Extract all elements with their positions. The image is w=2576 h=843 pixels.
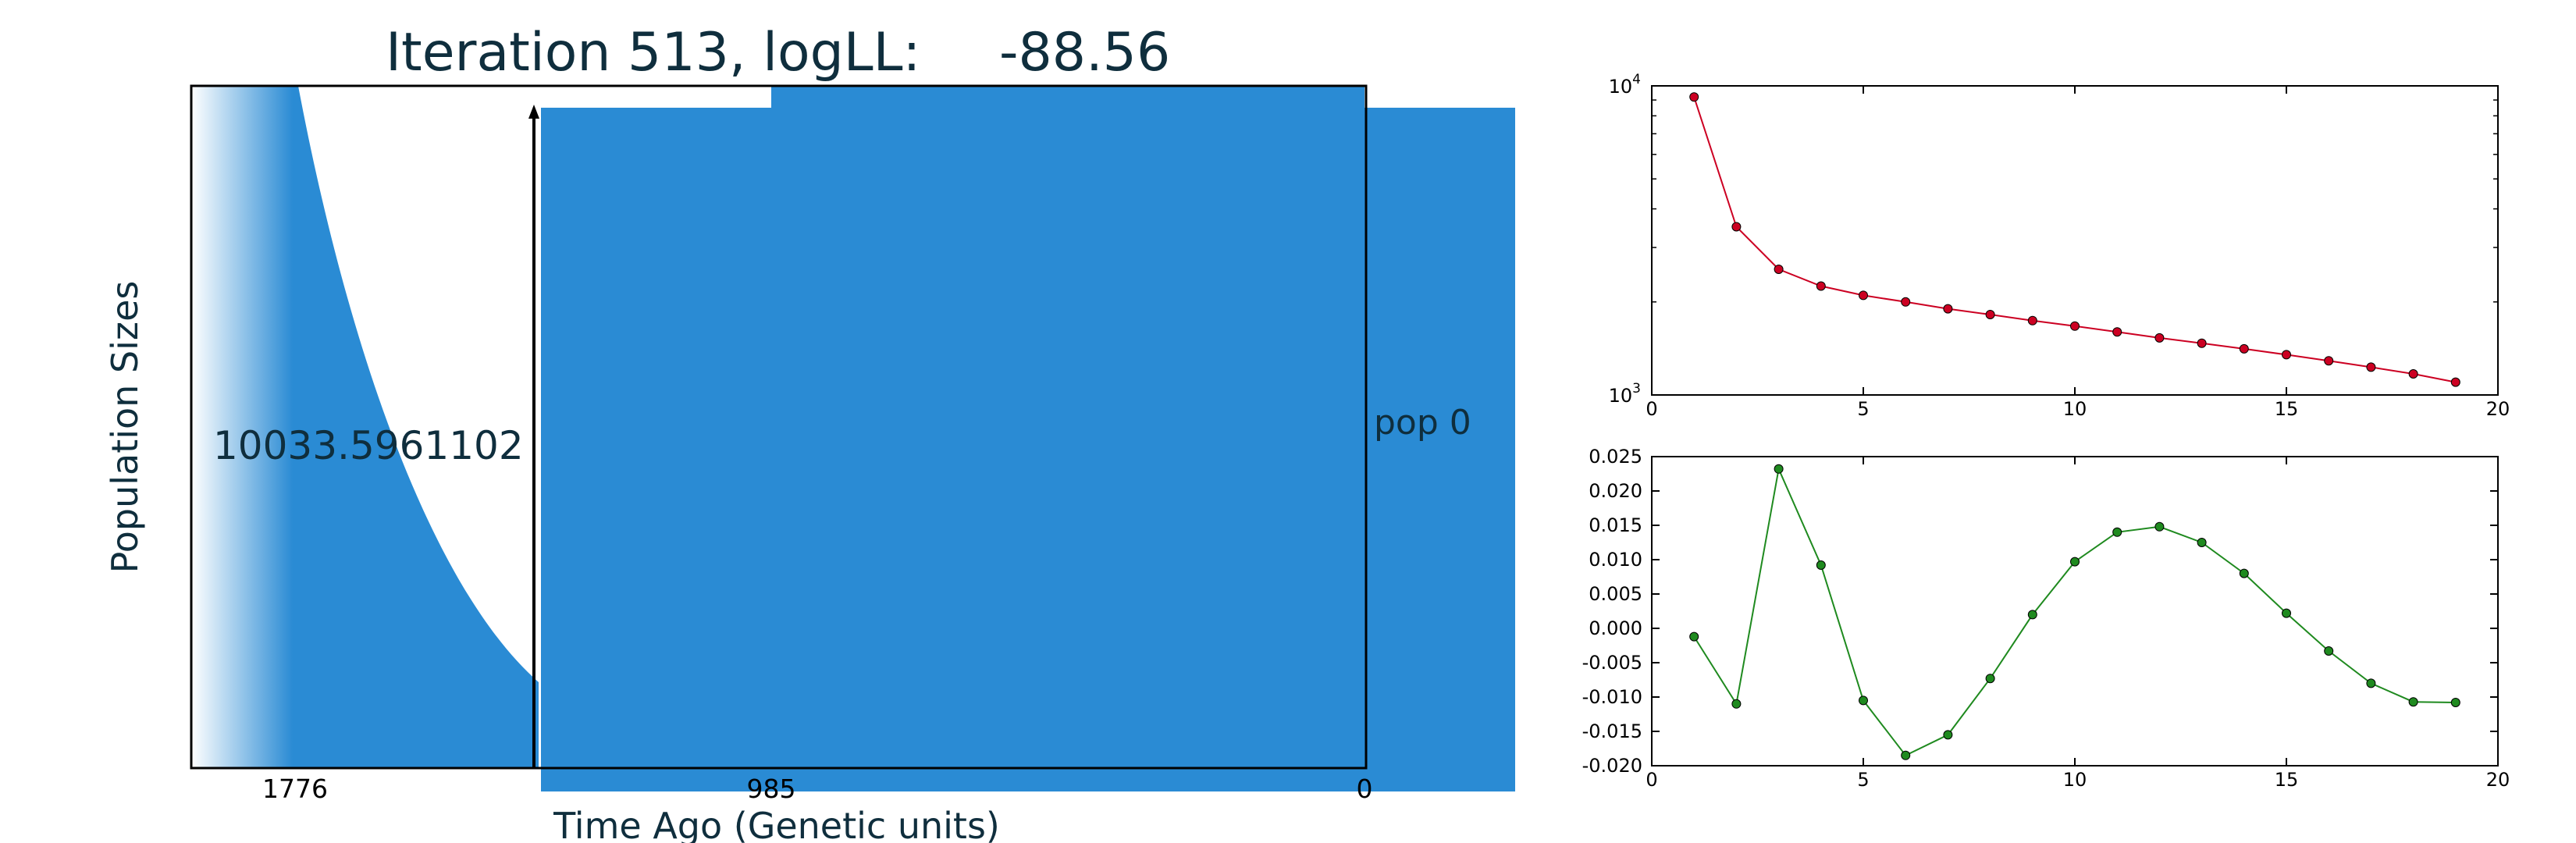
x-tick-label: 15 <box>2275 769 2299 791</box>
data-point <box>2112 527 2122 537</box>
data-point <box>2154 521 2165 532</box>
data-point <box>2112 327 2122 337</box>
log-panel-frame <box>1651 85 2499 396</box>
main-plot-frame <box>190 84 1368 770</box>
x-tick-label: 20 <box>2486 769 2510 791</box>
y-tick-label: -0.005 <box>1582 652 1642 674</box>
y-tick-exponent: 4 <box>1632 72 1641 87</box>
population-block-top <box>771 86 1364 109</box>
data-point <box>1943 304 1953 314</box>
data-point <box>2450 698 2460 707</box>
data-point <box>2154 333 2165 343</box>
x-tick-label: 5 <box>1857 398 1869 420</box>
population-curve-area <box>293 86 539 768</box>
x-tick-label: 10 <box>2063 769 2087 791</box>
population-panel: Iteration 513, logLL: -88.56 10033.59611… <box>104 22 1515 843</box>
y-axis-label: Population Sizes <box>104 281 146 574</box>
x-tick-label: 10 <box>2063 398 2087 420</box>
linear-panel-frame <box>1651 456 2499 767</box>
data-point <box>2070 321 2080 331</box>
x-tick-label: 20 <box>2486 398 2510 420</box>
linear-panel-ticks <box>1651 456 2499 767</box>
data-point <box>1689 92 1699 102</box>
x-tick-label-1: 985 <box>747 774 796 804</box>
data-point <box>2239 343 2249 354</box>
data-point <box>2366 678 2376 688</box>
linear-panel-tick-labels: 0 5 10 15 20 0.025 0.020 0.015 0.010 0.005 0.000 -0… <box>1582 446 2510 791</box>
data-point <box>2282 608 2291 618</box>
data-point <box>1943 730 1953 740</box>
y-tick-base: 10 <box>1609 76 1633 98</box>
x-tick-label: 0 <box>1646 769 1657 791</box>
x-tick-label-2: 0 <box>1357 774 1373 804</box>
data-point <box>1859 695 1868 706</box>
linear-series-points <box>1689 464 2460 760</box>
y-tick-base: 10 <box>1609 385 1633 407</box>
data-point <box>1816 281 1826 291</box>
data-point <box>2408 369 2418 379</box>
data-point <box>2197 538 2207 547</box>
x-tick-label: 5 <box>1857 769 1869 791</box>
data-point <box>1774 464 1784 474</box>
linear-panel: 0 5 10 15 20 0.025 0.020 0.015 0.010 0.005 0.000 -0… <box>1582 446 2510 791</box>
population-gradient-band <box>191 86 293 768</box>
data-point <box>1731 222 1742 232</box>
chart-title-prefix: Iteration 513, logLL: <box>386 22 920 84</box>
data-point <box>1901 297 1911 307</box>
data-point <box>2239 568 2249 578</box>
data-point <box>2324 646 2334 656</box>
data-point <box>1689 631 1699 642</box>
data-point <box>2197 338 2207 348</box>
y-tick-label: 0.000 <box>1589 617 1642 639</box>
log-panel-ticks <box>1651 85 2499 396</box>
data-point <box>2450 377 2460 387</box>
data-point <box>2324 356 2334 366</box>
data-point <box>1859 290 1868 301</box>
data-point <box>2070 557 2080 567</box>
y-tick-label: -0.020 <box>1582 755 1642 777</box>
data-point <box>1816 560 1826 570</box>
y-tick-label: 0.015 <box>1589 514 1642 536</box>
y-tick-label: -0.010 <box>1582 686 1642 708</box>
log-series-line <box>1693 96 2456 383</box>
y-tick-label: 0.025 <box>1589 446 1642 468</box>
data-point <box>1985 310 1995 319</box>
y-tick-label: 0.005 <box>1589 583 1642 605</box>
data-point <box>2366 362 2376 372</box>
time-marker-arrowhead <box>528 105 539 119</box>
data-point <box>1901 750 1911 760</box>
data-point <box>2408 697 2418 707</box>
data-point <box>1985 674 1995 684</box>
y-tick-label: 0.010 <box>1589 549 1642 571</box>
population-block-area <box>541 108 1515 791</box>
data-point <box>2027 315 2037 325</box>
y-tick-exponent: 3 <box>1632 381 1641 397</box>
population-size-annotation: 10033.5961102 <box>213 423 524 468</box>
x-tick-label-0: 1776 <box>262 774 328 804</box>
linear-series-line <box>1693 466 2456 757</box>
y-tick-label: 103 <box>1609 381 1641 407</box>
x-tick-label: 15 <box>2275 398 2299 420</box>
data-point <box>1774 265 1784 274</box>
y-tick-label: 0.020 <box>1589 480 1642 502</box>
log-series-points <box>1689 92 2460 387</box>
data-point <box>1731 699 1742 709</box>
y-tick-label: 104 <box>1609 72 1641 98</box>
y-tick-label: -0.015 <box>1582 720 1642 742</box>
chart-title-value: -88.56 <box>999 22 1170 84</box>
legend-pop-label: pop 0 <box>1374 403 1471 443</box>
data-point <box>2027 610 2037 620</box>
x-axis-label: Time Ago (Genetic units) <box>553 805 1000 843</box>
x-tick-label: 0 <box>1646 398 1657 420</box>
data-point <box>2282 350 2291 360</box>
